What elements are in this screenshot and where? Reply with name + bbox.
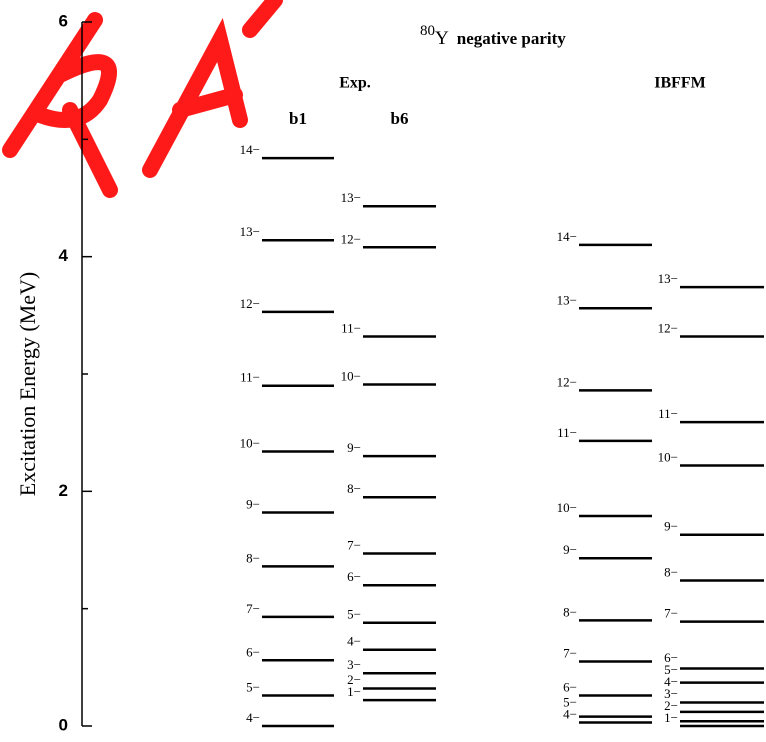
level-label: 7− [246,601,260,616]
watermark [2,0,283,198]
level-label: 12− [341,231,361,246]
level-label: 14− [557,229,577,244]
level-label: 12− [658,320,678,335]
level-label: 10− [341,369,361,384]
column-label: b6 [391,109,409,128]
group-label: IBFFM [654,75,706,92]
level-label: 6− [563,679,577,694]
level-label: 2− [664,698,678,713]
level-label: 5− [563,694,577,709]
y-axis-label: Excitation Energy (MeV) [15,272,40,496]
level-label: 9− [246,496,260,511]
level-label: 7− [664,606,678,621]
level-label: 9− [347,440,361,455]
level-label: 10− [240,435,260,450]
level-label: 9− [664,519,678,534]
level-label: 13− [341,190,361,205]
level-label: 12− [557,374,577,389]
level-label: 6− [664,650,678,665]
level-label: 11− [557,425,577,440]
level-label: 4− [563,706,577,721]
level-label: 13− [557,292,577,307]
level-label: 8− [563,604,577,619]
level-label: 11− [341,320,361,335]
level-label: 8− [246,550,260,565]
level-label: 13− [240,224,260,239]
level-label: 5− [347,607,361,622]
chart-title: 80Y negative parity [420,23,566,49]
level-label: 4− [664,674,678,689]
level-label: 10− [658,450,678,465]
level-label: 5− [664,662,678,677]
level-label: 7− [563,645,577,660]
level-label: 11− [240,370,260,385]
y-tick-label: 4 [59,246,69,265]
level-label: 5− [246,679,260,694]
level-label: 4− [246,710,260,725]
level-label: 1− [664,710,678,725]
y-tick-label: 2 [59,481,68,500]
level-label: 8− [347,481,361,496]
level-label: 10− [557,500,577,515]
level-label: 13− [658,271,678,286]
level-label: 3− [347,657,361,672]
level-label: 7− [347,538,361,553]
level-label: 14− [240,142,260,157]
title-mass: 80 [420,23,435,39]
level-label: 11− [658,406,678,421]
level-label: 9− [563,542,577,557]
level-label: 4− [347,634,361,649]
level-label: 1− [347,684,361,699]
column-label: b1 [289,109,307,128]
level-label: 3− [664,686,678,701]
level-label: 6− [246,644,260,659]
level-label: 12− [240,296,260,311]
title-text: negative parity [457,29,567,48]
level-label: 8− [664,564,678,579]
title-element: Y [435,28,449,49]
group-label: Exp. [339,75,371,92]
y-tick-label: 0 [59,715,68,734]
level-label: 2− [347,672,361,687]
level-label: 6− [347,569,361,584]
y-tick-label: 6 [59,11,68,30]
